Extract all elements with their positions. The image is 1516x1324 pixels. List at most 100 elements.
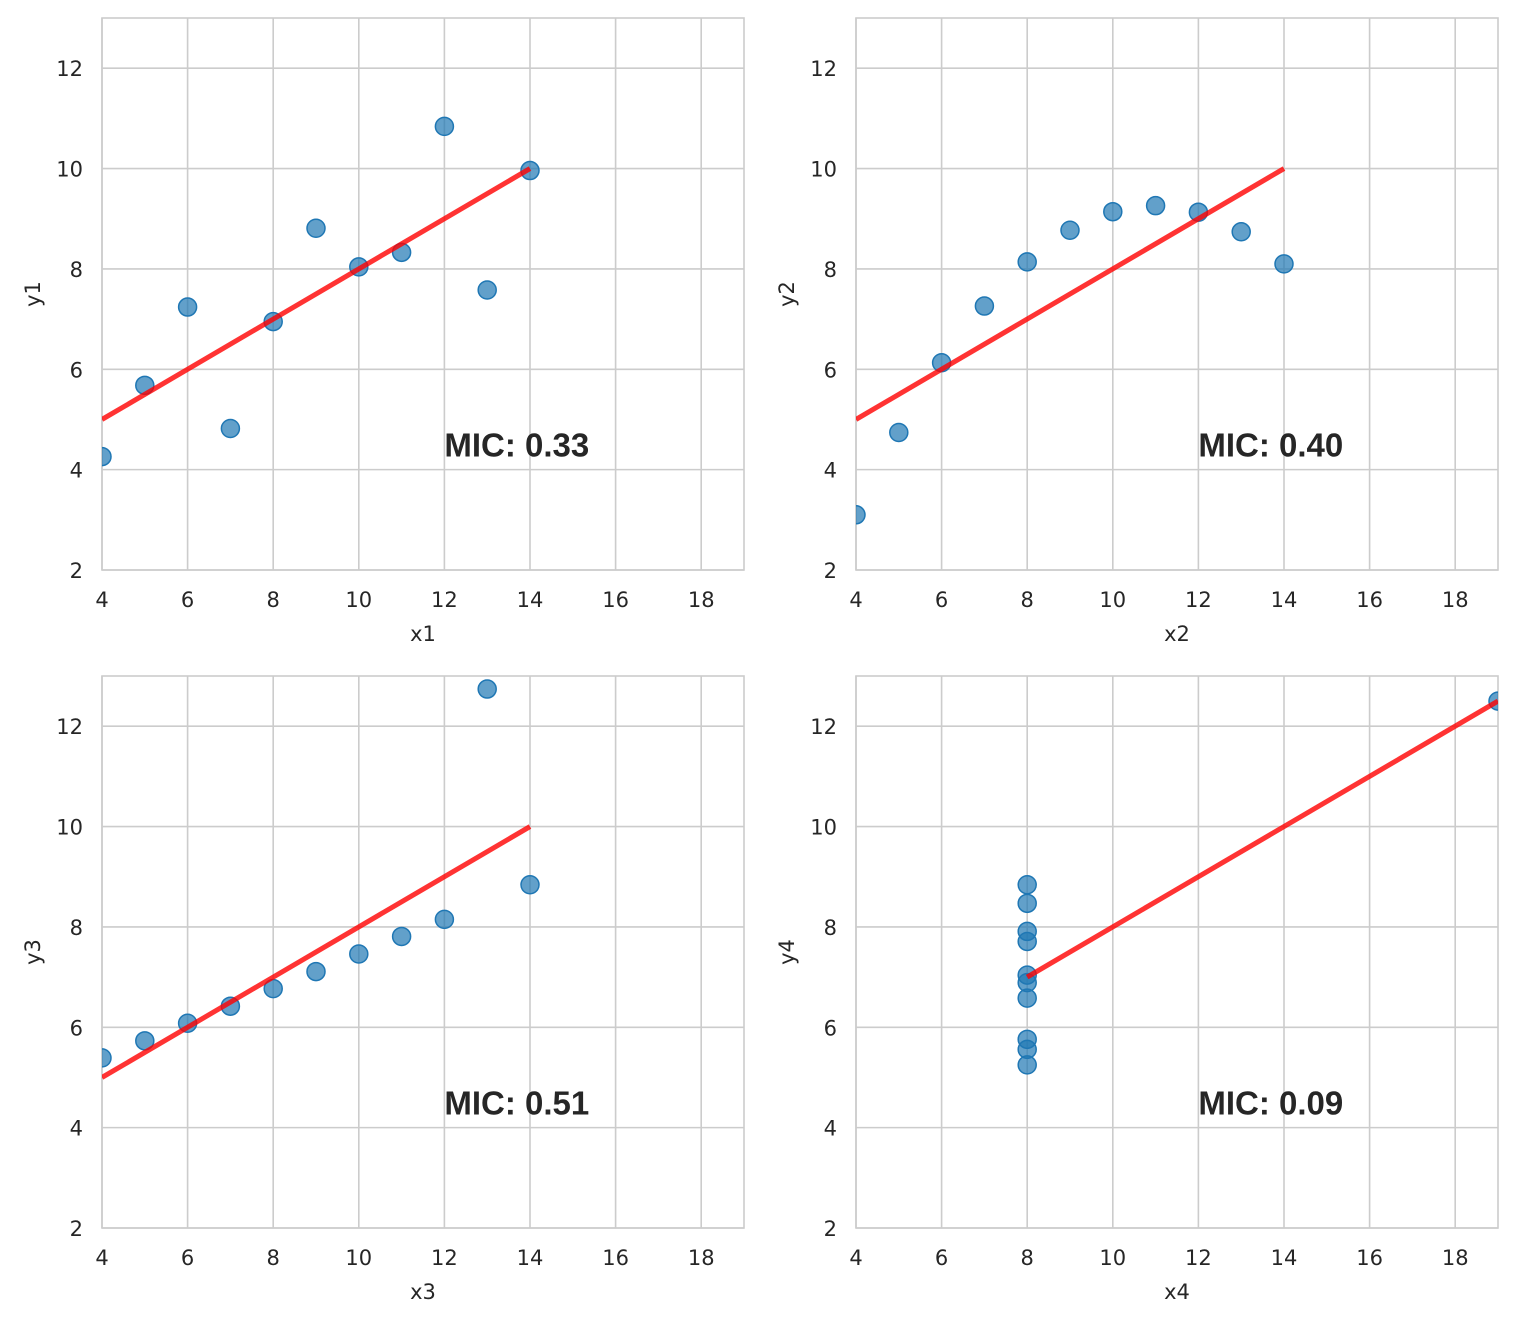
mic-annotation: MIC: 0.51 (444, 1085, 589, 1122)
x-axis-label: x3 (410, 1280, 436, 1304)
y-tick-labels: 2 4 6 8 10 12 (56, 715, 83, 1241)
y-tick-label: 10 (810, 158, 837, 182)
x-tick-label: 12 (431, 588, 458, 612)
x-tick-label: 10 (1099, 1246, 1126, 1270)
grid (855, 18, 1498, 571)
fit-layer (856, 166, 1286, 422)
x-tick-label: 16 (602, 1246, 629, 1270)
y-tick-label: 2 (70, 559, 83, 583)
y-axis-label: y3 (21, 939, 45, 965)
data-point (391, 926, 412, 947)
x-tick-label: 8 (267, 588, 280, 612)
x-tick-label: 8 (1021, 1246, 1034, 1270)
y-tick-label: 8 (824, 258, 837, 282)
data-point (102, 1048, 112, 1068)
x-tick-label: 10 (1099, 588, 1126, 612)
points-layer (856, 195, 1294, 525)
points-layer (1017, 691, 1498, 1075)
fit-layer (1025, 698, 1498, 980)
data-point (1017, 1039, 1037, 1060)
x-axis-label: x4 (1164, 1280, 1190, 1304)
data-point (177, 297, 198, 317)
data-point (1017, 921, 1037, 942)
y-tick-labels: 2 4 6 8 10 12 (56, 57, 83, 583)
y-tick-label: 12 (810, 57, 837, 81)
y-tick-label: 12 (56, 57, 83, 81)
data-point (1274, 254, 1294, 274)
data-point (434, 116, 455, 137)
fit-layer (102, 824, 532, 1080)
y-tick-label: 10 (56, 158, 83, 182)
data-point (1017, 893, 1037, 914)
x-tick-label: 12 (1185, 1246, 1212, 1270)
data-point (306, 218, 326, 239)
data-point (349, 944, 369, 964)
x-tick-label: 4 (95, 1246, 108, 1270)
x-tick-label: 18 (688, 1246, 715, 1270)
data-point (477, 280, 497, 300)
x-tick-label: 6 (935, 1246, 948, 1270)
y-tick-label: 12 (56, 715, 83, 739)
mic-annotation: MIC: 0.09 (1198, 1085, 1343, 1122)
x-tick-label: 14 (517, 588, 544, 612)
x-tick-label: 16 (602, 588, 629, 612)
x-tick-label: 14 (517, 1246, 544, 1270)
y-tick-label: 4 (70, 459, 83, 483)
plot-frame (101, 17, 745, 571)
data-point (1017, 252, 1037, 272)
y-axis-label: y4 (775, 939, 799, 965)
grid (855, 676, 1498, 1229)
y-tick-label: 10 (56, 816, 83, 840)
x-tick-label: 6 (935, 588, 948, 612)
x-tick-label: 4 (849, 1246, 862, 1270)
y-tick-label: 6 (70, 358, 83, 382)
data-point (1017, 972, 1037, 993)
x-tick-labels: 4 6 8 10 12 14 16 18 (95, 1246, 714, 1270)
y-tick-label: 8 (70, 916, 83, 940)
x-tick-label: 16 (1356, 588, 1383, 612)
x-tick-labels: 4 6 8 10 12 14 16 18 (95, 588, 714, 612)
x-tick-label: 4 (849, 588, 862, 612)
data-point (1145, 195, 1166, 216)
y-tick-label: 6 (70, 1016, 83, 1040)
y-tick-label: 6 (824, 358, 837, 382)
x-axis-label: x2 (1164, 622, 1190, 646)
points-layer (102, 116, 540, 467)
regression-line (102, 166, 532, 422)
data-point (1060, 220, 1080, 241)
x-axis-label: x1 (410, 622, 436, 646)
data-point (520, 875, 540, 895)
x-tick-label: 18 (1442, 588, 1469, 612)
x-tick-label: 6 (181, 588, 194, 612)
x-tick-label: 18 (1442, 1246, 1469, 1270)
y-tick-label: 6 (824, 1016, 837, 1040)
points-layer (102, 679, 540, 1068)
y-tick-label: 4 (824, 1117, 837, 1141)
x-tick-labels: 4 6 8 10 12 14 16 18 (849, 1246, 1468, 1270)
mic-annotation: MIC: 0.40 (1198, 427, 1343, 464)
data-point (477, 679, 497, 699)
y-tick-label: 8 (824, 916, 837, 940)
y-tick-label: 2 (824, 559, 837, 583)
x-tick-label: 12 (431, 1246, 458, 1270)
fit-layer (102, 166, 532, 422)
data-point (220, 418, 241, 439)
y-tick-label: 4 (70, 1117, 83, 1141)
y-tick-label: 2 (824, 1217, 837, 1241)
grid (101, 676, 744, 1229)
y-tick-labels: 2 4 6 8 10 12 (810, 57, 837, 583)
y-tick-label: 8 (70, 258, 83, 282)
data-point (889, 422, 909, 443)
plot-frame (855, 17, 1499, 571)
y-tick-label: 12 (810, 715, 837, 739)
data-point (1017, 875, 1037, 895)
x-tick-label: 8 (1021, 588, 1034, 612)
regression-line (102, 824, 532, 1080)
x-tick-label: 6 (181, 1246, 194, 1270)
x-tick-label: 10 (345, 1246, 372, 1270)
x-tick-labels: 4 6 8 10 12 14 16 18 (849, 588, 1468, 612)
